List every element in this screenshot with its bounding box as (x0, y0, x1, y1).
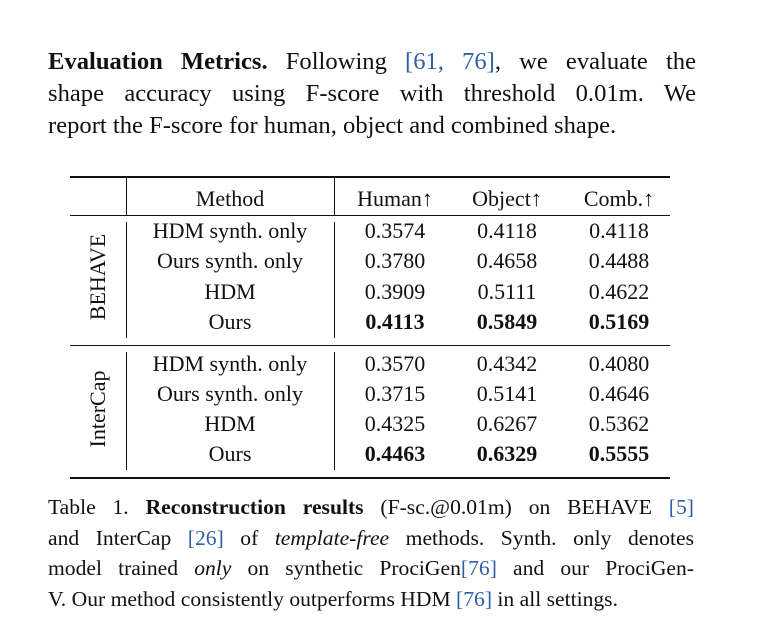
comb-cell: 0.4622 (588, 279, 650, 304)
paragraph-heading: Evaluation Metrics. (48, 48, 268, 75)
table-top-rule (70, 176, 670, 178)
method-cell: Ours (208, 309, 252, 334)
human-cell: 0.3570 (364, 351, 426, 376)
object-cell: 0.5111 (477, 279, 537, 304)
method-cell: Ours synth. only (156, 248, 304, 273)
paragraph-text: Following (285, 48, 387, 75)
paragraph-line-2: shape accuracy using F-score with thresh… (48, 80, 696, 107)
method-cell: Ours synth. only (156, 381, 304, 406)
group-label-intercap: InterCap (85, 370, 110, 448)
caption-title: Reconstruction results (145, 495, 364, 519)
human-cell: 0.3574 (364, 218, 426, 243)
header-object: Object↑ (472, 186, 542, 211)
table-bottom-rule (70, 477, 670, 479)
table-header-rule (70, 215, 670, 216)
human-cell: 0.4113 (365, 309, 425, 334)
object-cell: 0.4658 (476, 248, 538, 273)
table-group-rule (70, 345, 670, 346)
group-label-behave: BEHAVE (85, 233, 110, 321)
object-cell: 0.6329 (476, 441, 538, 466)
caption-text: on synthetic ProciGen (231, 556, 461, 580)
comb-cell: 0.5169 (588, 309, 650, 334)
human-cell: 0.3780 (364, 248, 426, 273)
comb-cell: 0.4118 (589, 218, 649, 243)
caption-line-3: model trained only on synthetic ProciGen… (48, 553, 694, 584)
comb-cell: 0.4646 (588, 381, 650, 406)
citation-link[interactable]: [76] (460, 556, 497, 580)
citation-link[interactable]: [5] (668, 495, 694, 519)
object-cell: 0.5141 (476, 381, 538, 406)
human-cell: 0.4325 (364, 411, 426, 436)
caption-text: model trained (48, 556, 195, 580)
header-human: Human↑ (357, 186, 433, 211)
table-vline-method-g1 (334, 222, 335, 338)
caption-text: (F-sc.@0.01m) on BEHAVE (363, 495, 669, 519)
caption-line-2: and InterCap [26] of template-free metho… (48, 523, 694, 554)
evaluation-metrics-paragraph: Evaluation Metrics. Following [61, 76], … (48, 46, 696, 142)
table-vline-method-header (334, 177, 335, 215)
comb-cell: 0.5555 (588, 441, 650, 466)
citation-link[interactable]: [76] (456, 586, 493, 611)
caption-text: of (223, 525, 275, 550)
citation-link[interactable]: [26] (187, 525, 224, 550)
caption-line-1: Table 1. Reconstruction results (F-sc.@0… (48, 492, 694, 523)
table-vline-label-header (126, 177, 127, 215)
object-cell: 0.4118 (477, 218, 537, 243)
comb-cell: 0.5362 (588, 411, 650, 436)
caption-text: and InterCap (48, 525, 188, 550)
method-cell: HDM (204, 279, 256, 304)
method-cell: HDM synth. only (152, 218, 308, 243)
object-cell: 0.5849 (476, 309, 538, 334)
table-caption: Table 1. Reconstruction results (F-sc.@0… (48, 492, 694, 614)
paragraph-line-3: report the F-score for human, object and… (48, 112, 617, 139)
header-comb: Comb.↑ (583, 186, 655, 211)
caption-label: Table 1. (48, 495, 129, 519)
caption-emphasis: template-free (274, 525, 390, 550)
caption-emphasis: only (194, 556, 232, 580)
caption-text: methods. Synth. only denotes (389, 525, 694, 550)
object-cell: 0.6267 (476, 411, 538, 436)
table-vline-label-g2 (126, 352, 127, 470)
caption-text: and our ProciGen- (496, 556, 694, 580)
comb-cell: 0.4488 (588, 248, 650, 273)
header-method: Method (195, 186, 265, 211)
human-cell: 0.3909 (364, 279, 426, 304)
table-vline-label-g1 (126, 222, 127, 338)
object-cell: 0.4342 (476, 351, 538, 376)
paragraph-text: , we evaluate the (494, 48, 696, 75)
comb-cell: 0.4080 (588, 351, 650, 376)
caption-line-4: V. Our method consistently outperforms H… (48, 584, 694, 615)
table-vline-method-g2 (334, 352, 335, 470)
paragraph-line-1: Evaluation Metrics. Following [61, 76], … (48, 46, 696, 78)
human-cell: 0.3715 (364, 381, 426, 406)
citation-link[interactable]: [61, 76] (405, 48, 495, 75)
caption-text: in all settings. (492, 586, 618, 611)
method-cell: Ours (208, 441, 252, 466)
method-cell: HDM (204, 411, 256, 436)
human-cell: 0.4463 (364, 441, 426, 466)
method-cell: HDM synth. only (152, 351, 308, 376)
caption-text: V. Our method consistently outperforms H… (48, 586, 457, 611)
